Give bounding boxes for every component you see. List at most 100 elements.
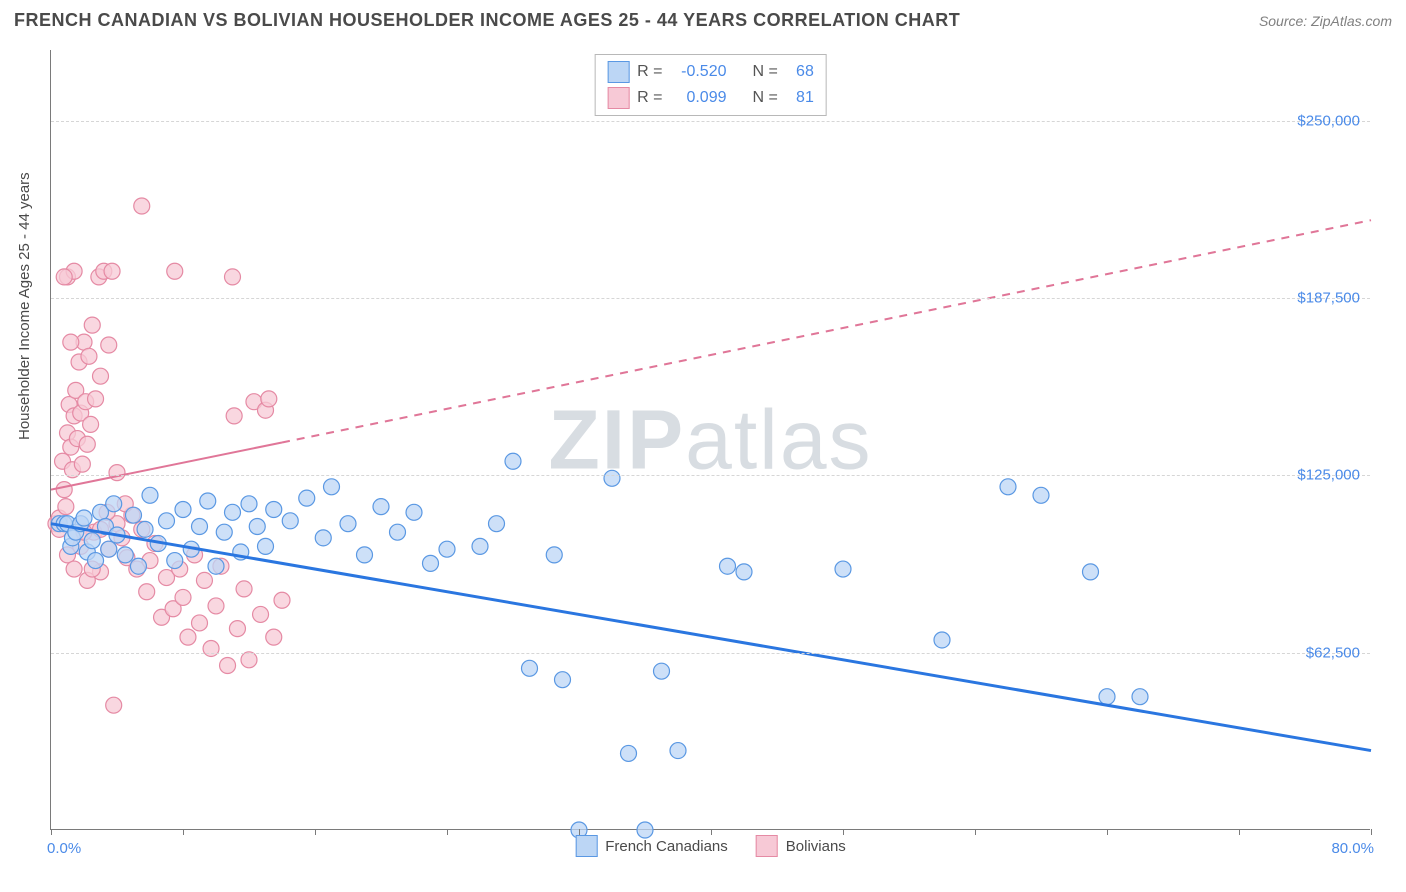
scatter-point [58,499,74,515]
y-tick-label: $62,500 [1306,644,1360,661]
plot-area: ZIPatlas R =-0.520N =68R =0.099N =81 Fre… [50,50,1370,830]
scatter-point [167,553,183,569]
scatter-point [299,490,315,506]
legend-swatch [607,61,629,83]
x-tick [315,829,316,835]
legend-swatch [607,87,629,109]
y-tick-label: $250,000 [1297,112,1360,129]
y-axis-label: Householder Income Ages 25 - 44 years [16,172,33,440]
scatter-point [226,408,242,424]
scatter-point [88,391,104,407]
scatter-point [720,558,736,574]
scatter-point [167,263,183,279]
scatter-point [117,547,133,563]
scatter-point [84,533,100,549]
bottom-legend: French Canadians Bolivians [575,835,846,857]
scatter-point [253,606,269,622]
scatter-point [522,660,538,676]
stats-legend-row: R =-0.520N =68 [607,59,814,85]
x-tick [975,829,976,835]
scatter-point [74,456,90,472]
gridline [51,121,1370,122]
chart-svg [51,50,1370,829]
scatter-point [1099,689,1115,705]
scatter-point [93,368,109,384]
x-tick [51,829,52,835]
scatter-point [670,743,686,759]
y-tick-label: $125,000 [1297,467,1360,484]
x-tick [579,829,580,835]
scatter-point [324,479,340,495]
x-max-label: 80.0% [1331,840,1374,857]
scatter-point [266,629,282,645]
scatter-point [88,553,104,569]
scatter-point [241,652,257,668]
y-tick-label: $187,500 [1297,290,1360,307]
scatter-point [76,510,92,526]
scatter-point [180,629,196,645]
scatter-point [192,615,208,631]
r-prefix: R = [637,63,662,81]
stats-legend: R =-0.520N =68R =0.099N =81 [594,54,827,116]
scatter-point [604,470,620,486]
scatter-point [1000,479,1016,495]
x-tick [711,829,712,835]
scatter-point [84,317,100,333]
scatter-point [546,547,562,563]
scatter-point [175,501,191,517]
scatter-point [229,621,245,637]
scatter-point [505,453,521,469]
gridline [51,475,1370,476]
scatter-point [654,663,670,679]
stats-legend-row: R =0.099N =81 [607,85,814,111]
scatter-point [315,530,331,546]
scatter-point [934,632,950,648]
legend-swatch [575,835,597,857]
x-min-label: 0.0% [47,840,81,857]
bottom-legend-item: Bolivians [756,835,846,857]
gridline [51,298,1370,299]
legend-label: French Canadians [605,838,728,855]
scatter-point [139,584,155,600]
scatter-point [81,348,97,364]
chart-title: FRENCH CANADIAN VS BOLIVIAN HOUSEHOLDER … [14,10,960,31]
scatter-point [101,337,117,353]
scatter-point [83,416,99,432]
scatter-point [282,513,298,529]
scatter-point [220,657,236,673]
title-bar: FRENCH CANADIAN VS BOLIVIAN HOUSEHOLDER … [14,10,1392,31]
bottom-legend-item: French Canadians [575,835,728,857]
scatter-point [390,524,406,540]
scatter-point [56,482,72,498]
n-value: 68 [786,63,814,81]
scatter-point [137,521,153,537]
r-prefix: R = [637,89,662,107]
scatter-point [340,516,356,532]
scatter-point [472,538,488,554]
scatter-point [130,558,146,574]
x-tick [1107,829,1108,835]
scatter-point [203,640,219,656]
scatter-point [423,555,439,571]
scatter-point [835,561,851,577]
scatter-point [261,391,277,407]
n-prefix: N = [753,89,778,107]
scatter-point [736,564,752,580]
scatter-point [66,561,82,577]
scatter-point [1132,689,1148,705]
n-value: 81 [786,89,814,107]
scatter-point [104,263,120,279]
gridline [51,653,1370,654]
scatter-point [106,496,122,512]
scatter-point [142,487,158,503]
scatter-point [621,745,637,761]
scatter-point [200,493,216,509]
x-tick [1239,829,1240,835]
scatter-point [106,697,122,713]
legend-label: Bolivians [786,838,846,855]
n-prefix: N = [753,63,778,81]
scatter-point [216,524,232,540]
scatter-point [373,499,389,515]
scatter-point [225,269,241,285]
scatter-point [236,581,252,597]
